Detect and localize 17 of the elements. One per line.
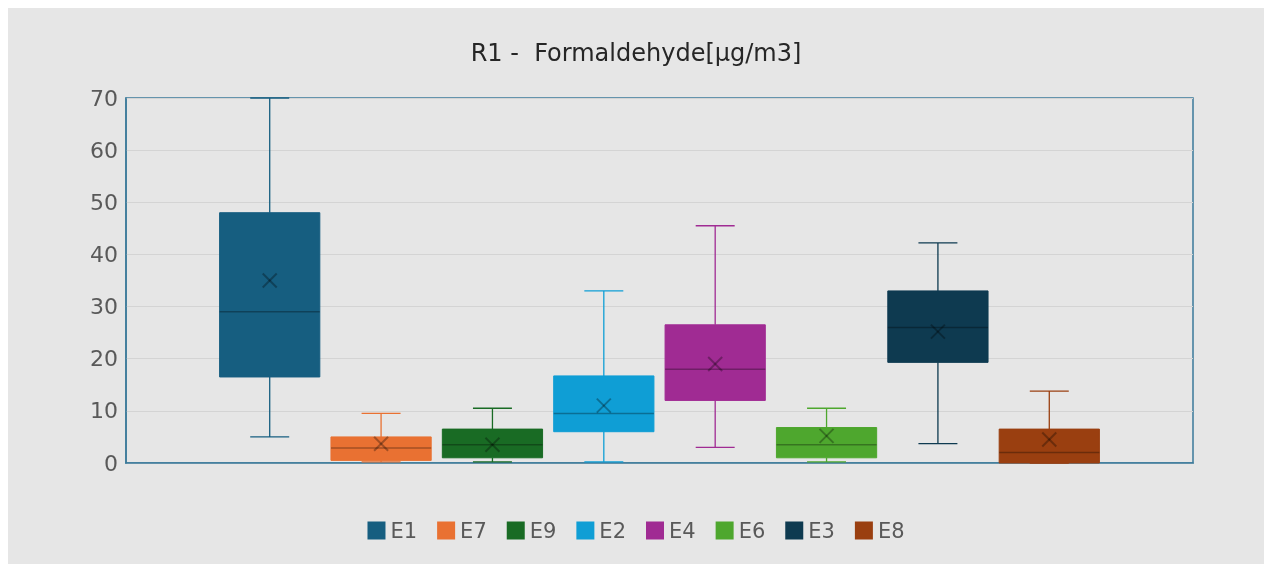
y-tick-label: 70: [90, 85, 118, 111]
y-tick-label: 30: [90, 294, 118, 320]
chart-title: R1 - Formaldehyde[µg/m3]: [470, 39, 802, 67]
y-tick-label: 10: [90, 398, 118, 424]
y-tick-label: 40: [90, 241, 118, 267]
y-tick-label: 20: [90, 346, 118, 372]
legend-label: E3: [808, 518, 835, 543]
y-tick-label: 50: [90, 189, 118, 215]
y-tick-label: 60: [90, 137, 118, 163]
legend-label: E1: [390, 518, 418, 543]
legend-label: E9: [529, 518, 557, 543]
legend-label: E4: [669, 518, 696, 543]
legend-label: E8: [877, 518, 905, 543]
legend-label: E7: [460, 518, 487, 543]
y-tick-label: 0: [104, 450, 118, 476]
legend-label: E2: [599, 518, 627, 543]
legend-label: E6: [738, 518, 766, 543]
